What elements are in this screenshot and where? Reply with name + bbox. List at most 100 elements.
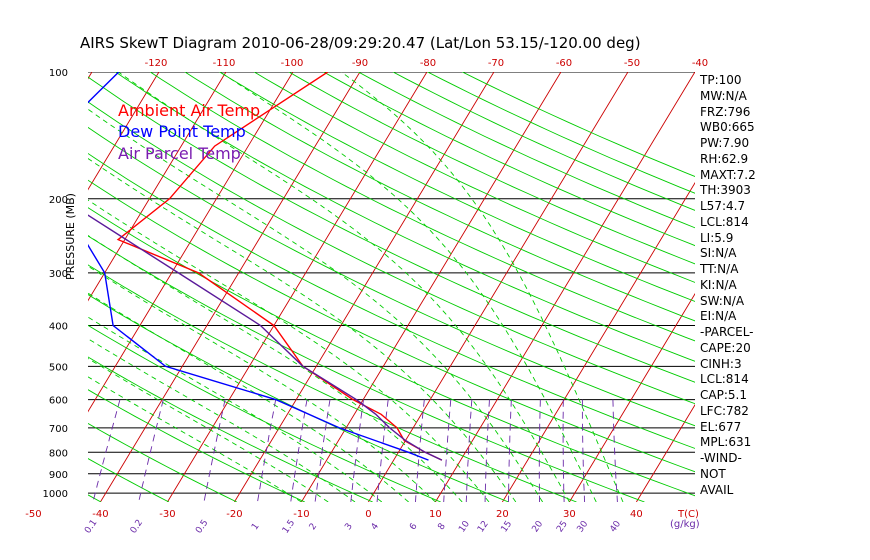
mixing-ratio-label: 0.5 bbox=[194, 518, 210, 535]
mixing-ratio-line bbox=[484, 399, 490, 502]
isotherm-line bbox=[502, 181, 695, 502]
pressure-tick-label: 800 bbox=[49, 448, 68, 459]
isotherm-line bbox=[234, 72, 495, 502]
pressure-tick-label: 300 bbox=[49, 269, 68, 280]
isotherm-line bbox=[100, 72, 361, 502]
pressure-tick-label: 100 bbox=[49, 68, 68, 79]
stats-item: RH:62.9 bbox=[700, 151, 749, 166]
stats-item: TT:N/A bbox=[700, 262, 739, 276]
temp-tick-label: 40 bbox=[630, 509, 643, 520]
top-temp-tick-label: -100 bbox=[281, 58, 304, 69]
mixing-ratio-label: 20 bbox=[530, 519, 545, 534]
mixing-ratio-label: 12 bbox=[476, 519, 491, 534]
stats-item: MPL:631 bbox=[700, 435, 752, 450]
mixing-ratio-label: 6 bbox=[408, 521, 420, 532]
pressure-tick-label: 700 bbox=[49, 424, 68, 435]
stats-panel: TP:100 MW:N/A FRZ:796 WB0:665 PW:7.90 RH:62.9… bbox=[700, 73, 756, 498]
dry-adiabat-line bbox=[219, 72, 695, 302]
top-temp-tick-label: -120 bbox=[145, 58, 168, 69]
isotherm-line bbox=[0, 72, 25, 502]
y-axis-label: PRESSURE (MB) bbox=[64, 193, 77, 280]
dry-adiabat-line bbox=[462, 72, 695, 178]
mixing-ratio-line bbox=[314, 399, 331, 502]
stats-item: -WIND- bbox=[700, 451, 742, 465]
dry-adiabat-line bbox=[88, 294, 509, 502]
stats-item: CAPE:20 bbox=[700, 340, 751, 355]
isotherm-line bbox=[88, 72, 160, 191]
mixing-ratio-label: 0.1 bbox=[83, 518, 99, 535]
isotherm-line bbox=[88, 72, 294, 413]
stats-item: KI:N/A bbox=[700, 277, 737, 292]
stats-item: NOT bbox=[700, 466, 726, 481]
moist-adiabat-line bbox=[88, 199, 490, 502]
moist-adiabat-line bbox=[88, 357, 329, 502]
moist-adiabat-line bbox=[118, 72, 570, 502]
stats-item: LFC:782 bbox=[700, 403, 749, 418]
moist-adiabat-line bbox=[88, 376, 302, 502]
temp-tick-label: -50 bbox=[25, 509, 41, 520]
mixing-ratio-line bbox=[443, 399, 452, 502]
stats-item: TP:100 bbox=[700, 73, 742, 87]
chart-title: AIRS SkewT Diagram 2010-06-28/09:29:20.4… bbox=[80, 34, 641, 52]
mixing-ratio-label: 30 bbox=[576, 519, 591, 534]
mixing-ratio-line bbox=[290, 399, 308, 502]
stats-item: LCL:814 bbox=[700, 214, 749, 229]
mixing-ratio-label: 3 bbox=[343, 522, 354, 532]
dry-adiabat-line bbox=[88, 324, 441, 502]
stats-item: WB0:665 bbox=[700, 120, 755, 135]
dry-adiabat-line bbox=[88, 235, 645, 502]
isotherm-line bbox=[770, 72, 870, 502]
dry-adiabat-line bbox=[88, 422, 237, 502]
isotherm-line bbox=[636, 404, 695, 502]
temp-tick-label: -20 bbox=[226, 509, 242, 520]
moist-adiabat-line bbox=[88, 234, 463, 502]
moist-adiabat-line bbox=[341, 72, 624, 502]
stats-item: SW:N/A bbox=[700, 293, 745, 308]
dry-adiabat-line bbox=[150, 72, 695, 342]
mixing-ratio-label: 8 bbox=[436, 521, 448, 532]
legend-dew-point-temp: Dew Point Temp bbox=[118, 122, 246, 141]
stats-item: MW:N/A bbox=[700, 88, 747, 103]
stats-item: FRZ:796 bbox=[700, 104, 751, 119]
dry-adiabat-line bbox=[323, 72, 695, 247]
stats-item: LCL:814 bbox=[700, 372, 749, 387]
legend-air-parcel-temp: Air Parcel Temp bbox=[118, 144, 241, 163]
dry-adiabat-line bbox=[88, 101, 695, 405]
stats-item: L57:4.7 bbox=[700, 199, 746, 213]
dry-adiabat-line bbox=[184, 72, 695, 322]
temp-tick-label: 0 bbox=[365, 509, 371, 520]
stats-item: EI:N/A bbox=[700, 309, 737, 324]
mixing-ratio-line bbox=[581, 399, 586, 502]
mixing-ratio-label: 40 bbox=[608, 519, 623, 534]
dry-adiabat-line bbox=[88, 389, 305, 502]
mixing-ratio-line bbox=[465, 399, 473, 502]
stats-item: AVAIL bbox=[700, 482, 734, 497]
stats-item: MAXT:7.2 bbox=[700, 167, 756, 182]
mixing-ratio-line bbox=[203, 399, 226, 502]
dry-adiabat-line bbox=[358, 72, 695, 229]
legend-ambient-air-temp: Ambient Air Temp bbox=[118, 101, 261, 120]
top-temp-tick-label: -70 bbox=[488, 58, 504, 69]
mixing-ratio-unit: (g/kg) bbox=[670, 519, 700, 530]
temp-tick-label: 10 bbox=[429, 509, 442, 520]
mixing-ratio-line bbox=[612, 399, 618, 502]
mixing-ratio-label: 10 bbox=[457, 519, 472, 534]
mixing-ratio-line bbox=[92, 399, 121, 502]
mixing-ratio-line bbox=[376, 399, 389, 502]
stats-item: EL:677 bbox=[700, 419, 742, 434]
stats-item: SI:N/A bbox=[700, 246, 737, 261]
temp-tick-label: -30 bbox=[159, 509, 175, 520]
pressure-tick-label: 400 bbox=[49, 322, 68, 333]
air-parcel-temp-line bbox=[88, 214, 443, 461]
stats-item: -PARCEL- bbox=[700, 325, 754, 339]
mixing-ratio-label: 25 bbox=[555, 519, 570, 534]
pressure-tick-label: 200 bbox=[49, 195, 68, 206]
stats-item: TH:3903 bbox=[700, 183, 751, 198]
moist-adiabat-line bbox=[219, 72, 597, 502]
temp-tick-label: -40 bbox=[92, 509, 108, 520]
dry-adiabat-line bbox=[115, 72, 695, 362]
moist-adiabat-line bbox=[88, 157, 517, 502]
mixing-ratio-label: 15 bbox=[499, 519, 514, 534]
pressure-tick-label: 1000 bbox=[43, 489, 68, 500]
